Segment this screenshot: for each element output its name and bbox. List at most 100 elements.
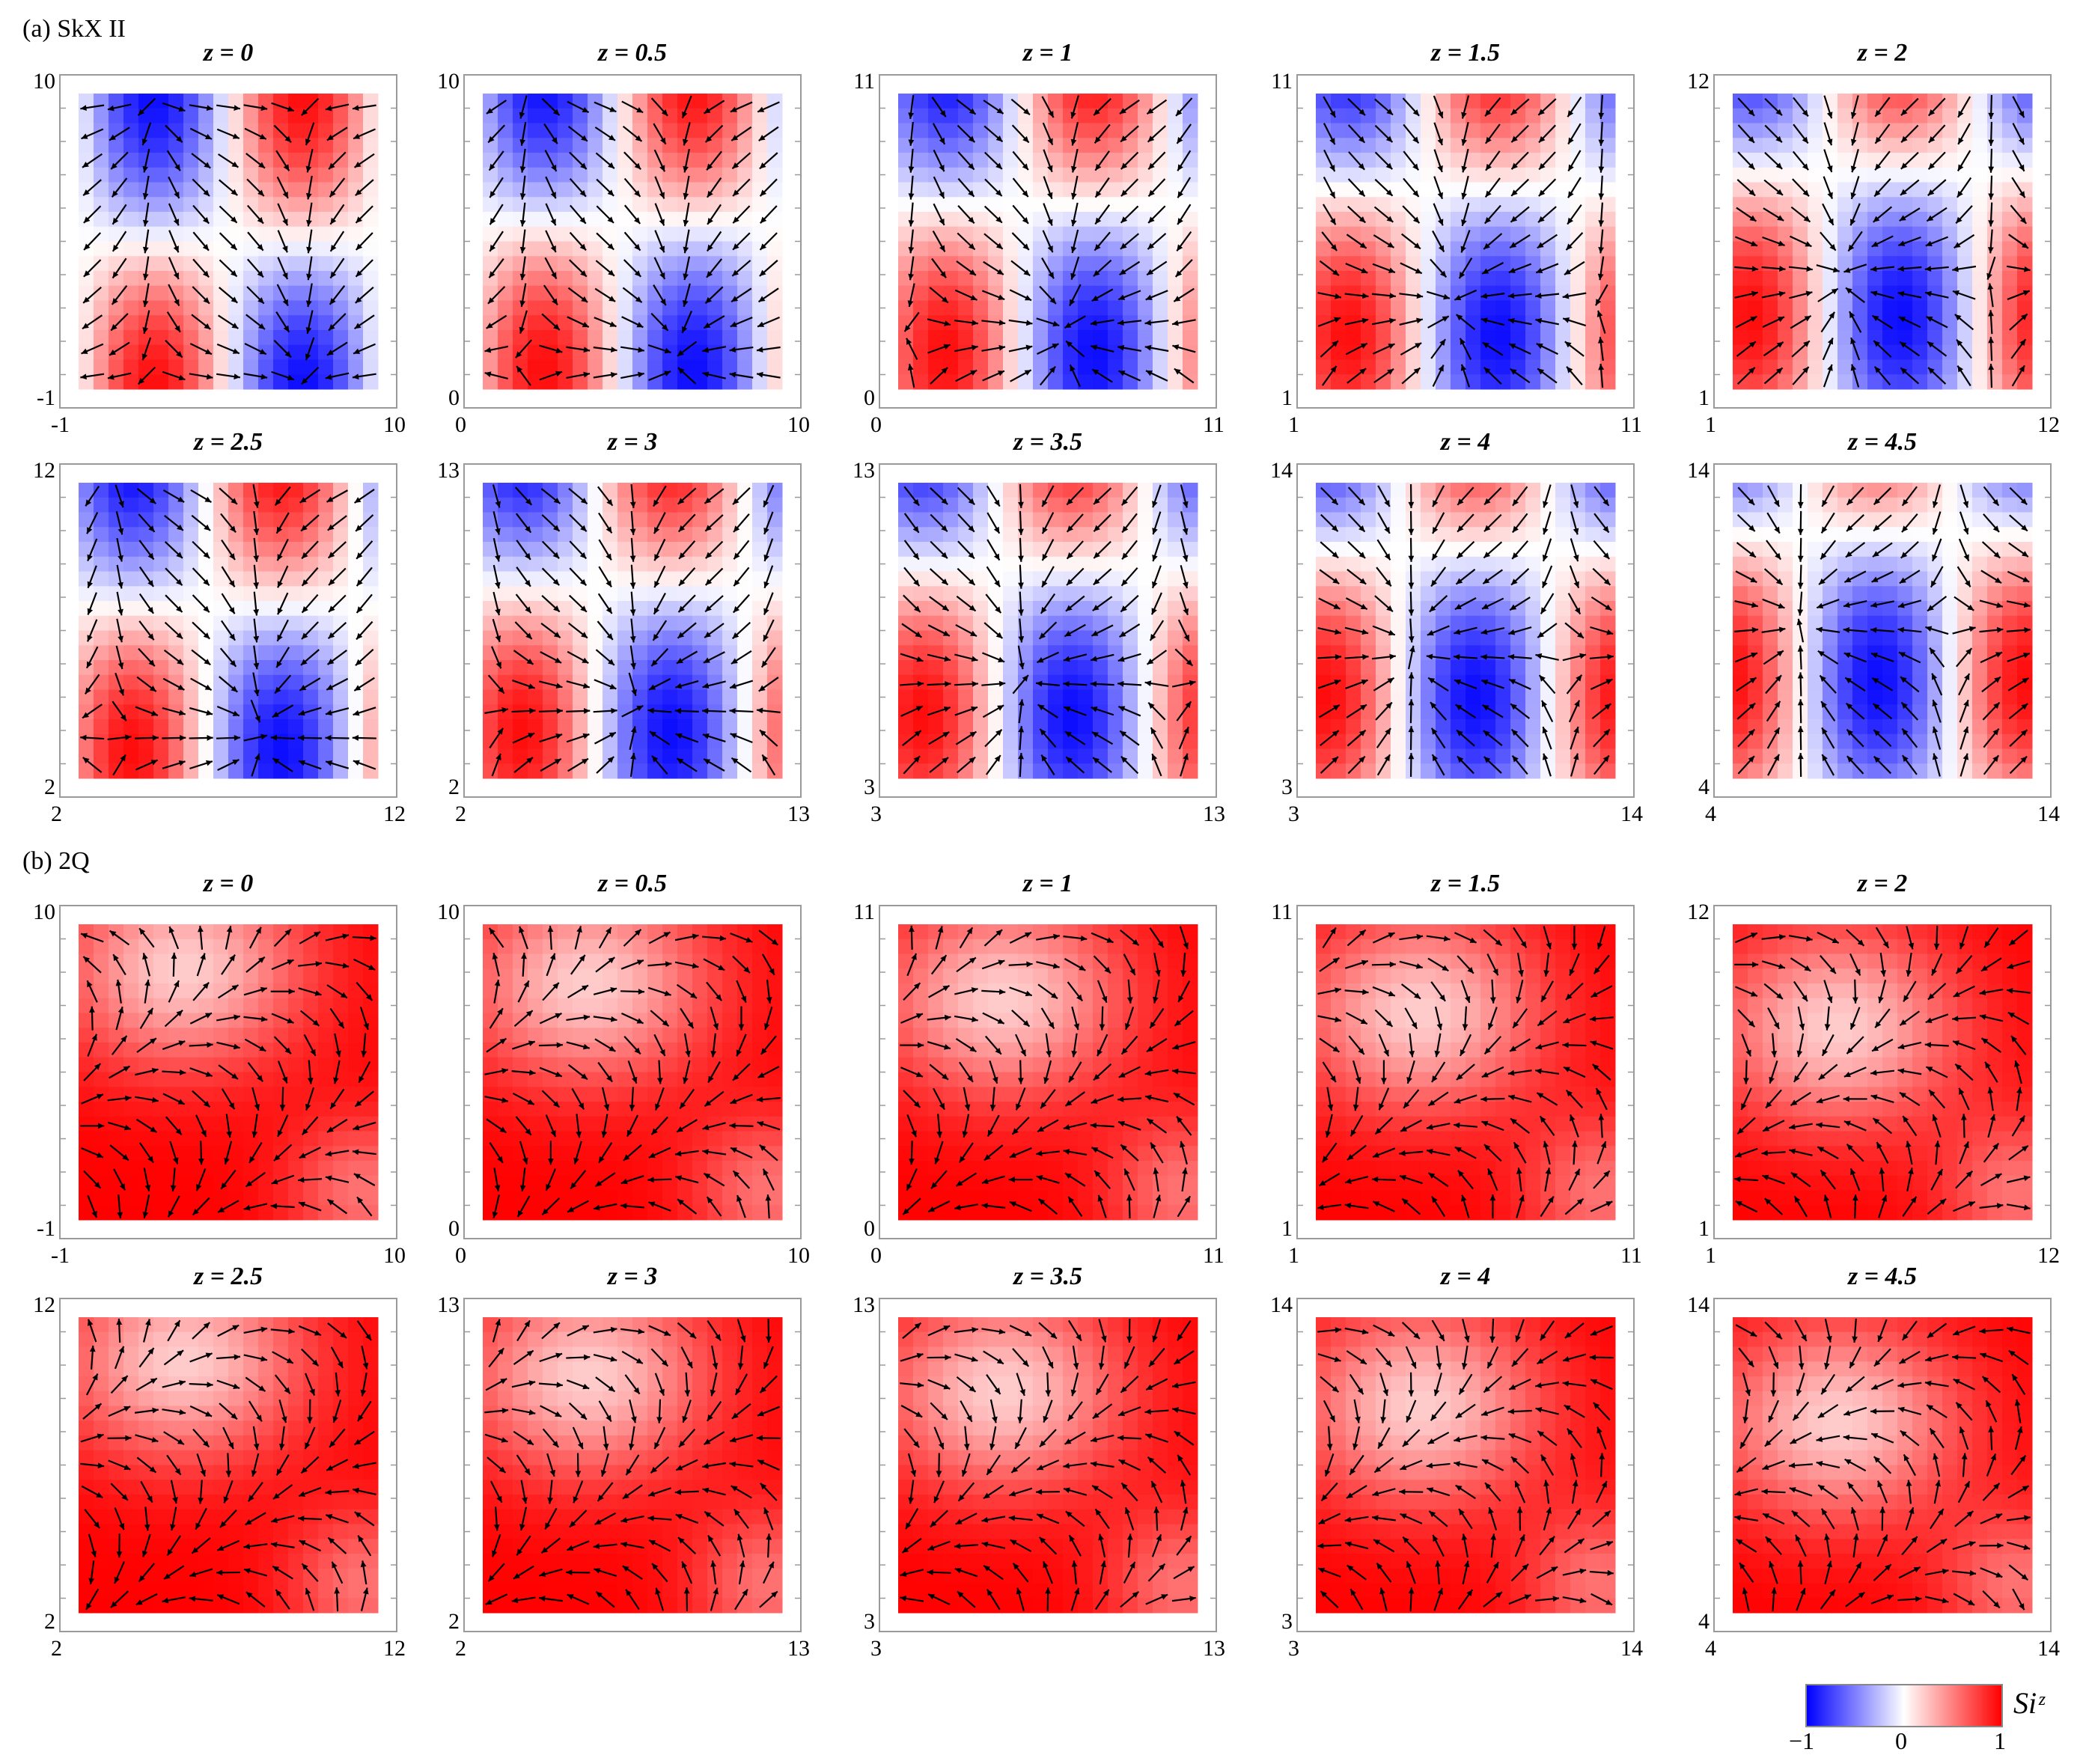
heatmap-cell — [123, 704, 139, 720]
heatmap-cell — [1793, 123, 1808, 138]
heatmap-cell — [1480, 123, 1496, 138]
heatmap-cell — [1525, 374, 1541, 390]
spin-arrow-head — [305, 138, 311, 146]
heatmap-cell — [513, 300, 528, 316]
spin-arrow-head — [519, 112, 525, 119]
heatmap-cell — [79, 374, 94, 390]
heatmap-cell — [573, 615, 588, 631]
spin-arrow-head — [939, 110, 946, 118]
heatmap-cell — [767, 689, 783, 705]
heatmap-cell — [94, 497, 109, 513]
heatmap-cell — [79, 138, 94, 153]
heatmap-cell — [1018, 123, 1034, 138]
heatmap-cell — [973, 226, 989, 242]
heatmap-cell — [632, 315, 648, 331]
heatmap-cell — [558, 212, 573, 228]
heatmap-cell — [928, 241, 944, 257]
spin-arrow-head — [1898, 240, 1906, 246]
heatmap-cell — [928, 315, 944, 331]
heatmap-cell — [348, 601, 364, 617]
heatmap-cell — [1763, 108, 1778, 123]
heatmap-cell — [737, 586, 753, 602]
spin-arrow-head — [1988, 139, 1995, 146]
heatmap-cell — [988, 689, 1004, 705]
heatmap-cell — [1525, 94, 1541, 109]
heatmap-cell — [483, 212, 498, 228]
heatmap-cell — [213, 138, 229, 153]
heatmap-cell — [1838, 182, 1853, 198]
heatmap-cell — [898, 108, 914, 123]
heatmap-cell — [1436, 226, 1451, 242]
spin-arrow-head — [660, 299, 666, 306]
spin-arrow-head — [610, 347, 617, 353]
heatmap-cell — [662, 285, 678, 301]
spin-arrow-head — [205, 760, 213, 766]
heatmap-cell — [318, 645, 334, 661]
heatmap-cell — [1391, 212, 1406, 228]
heatmap-cell — [288, 586, 304, 602]
spin-arrow-head — [277, 608, 283, 615]
heatmap-cell — [1451, 153, 1466, 168]
spin-arrow-head — [580, 525, 587, 532]
heatmap-cell — [94, 571, 109, 587]
heatmap-cell — [913, 571, 929, 587]
heatmap-cell — [1451, 123, 1466, 138]
heatmap-cell — [898, 123, 914, 138]
heatmap-cell — [1570, 330, 1586, 346]
heatmap-cell — [123, 556, 139, 572]
heatmap-cell — [153, 571, 169, 587]
spin-arrow-head — [1092, 369, 1100, 376]
heatmap-cell — [94, 615, 109, 631]
heatmap-cell — [543, 674, 558, 690]
spin-arrow-head — [501, 707, 508, 713]
heatmap-cell — [632, 138, 648, 153]
heatmap-cell — [1153, 212, 1168, 228]
spin-arrow-head — [1177, 191, 1184, 198]
heatmap-cell — [94, 359, 109, 375]
heatmap-cell — [288, 719, 304, 735]
heatmap-cell — [943, 315, 959, 331]
spin-arrow-head — [1510, 242, 1517, 248]
heatmap-cell — [1570, 182, 1586, 198]
heatmap-cell — [928, 601, 944, 617]
heatmap-cell — [1361, 123, 1376, 138]
heatmap-cell — [1510, 300, 1526, 316]
spin-arrow-head — [109, 134, 116, 141]
spin-arrow-head — [354, 323, 362, 329]
heatmap-cell — [603, 197, 618, 213]
panel-title: z = 3.5 — [1013, 428, 1083, 456]
y-tick-label-max: 10 — [33, 69, 55, 94]
heatmap-cell — [1078, 108, 1094, 123]
heatmap-cell — [1421, 123, 1436, 138]
heatmap-cell — [1123, 182, 1138, 198]
spin-arrow-head — [524, 579, 531, 587]
heatmap-cell — [913, 330, 929, 346]
heatmap-cell — [973, 344, 989, 360]
spin-arrow-head — [206, 105, 213, 112]
heatmap-cell — [1123, 344, 1138, 360]
heatmap-cell — [228, 615, 244, 631]
heatmap-cell — [1733, 108, 1748, 123]
spin-arrow-head — [356, 552, 363, 559]
heatmap-cell — [1093, 212, 1108, 228]
spin-arrow-head — [1439, 339, 1446, 347]
heatmap-cell — [943, 344, 959, 360]
spin-arrow-head — [760, 243, 767, 250]
heatmap-cell — [722, 153, 738, 168]
heatmap-cell — [333, 197, 349, 213]
heatmap-cell — [498, 108, 513, 123]
heatmap-cell — [1168, 300, 1183, 316]
heatmap-cell — [1123, 138, 1138, 153]
heatmap-cell — [1466, 271, 1481, 287]
spin-arrow-head — [944, 320, 951, 326]
heatmap-cell — [138, 138, 154, 153]
spin-arrow-head — [664, 347, 671, 354]
heatmap-cell — [677, 763, 693, 779]
heatmap-cell — [1972, 94, 1988, 109]
heatmap-cell — [588, 300, 603, 316]
spin-arrow-head — [356, 216, 363, 223]
heatmap-cell — [168, 167, 184, 183]
spin-arrow-head — [1928, 136, 1936, 143]
heatmap-cell — [1793, 108, 1808, 123]
spin-arrow-head — [1047, 192, 1053, 199]
